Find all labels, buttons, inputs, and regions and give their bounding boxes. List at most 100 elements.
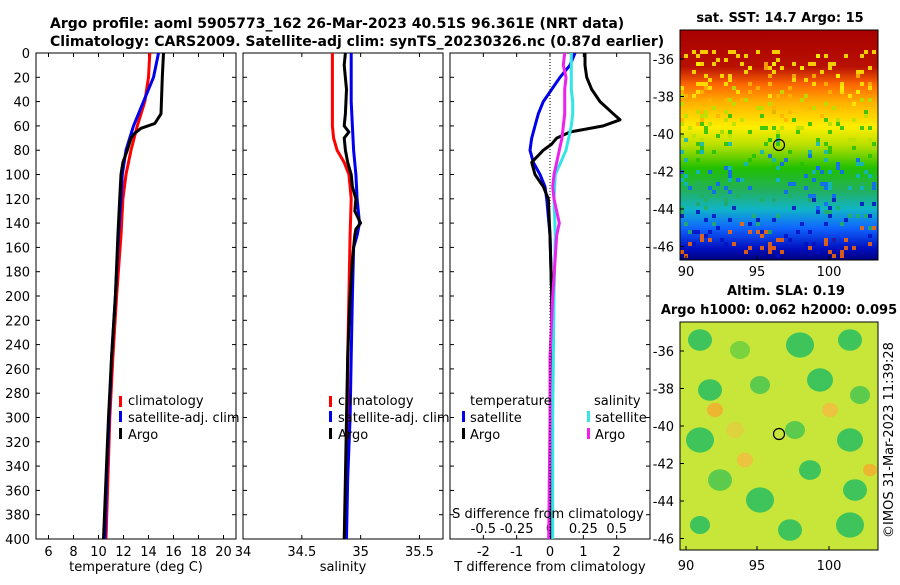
lat-tick-label: -42: [653, 458, 674, 473]
sst-pixel: [780, 250, 784, 254]
sst-pixel: [840, 222, 844, 226]
sst-pixel: [808, 246, 812, 250]
sst-pixel: [864, 214, 868, 218]
series-line-argo: [102, 53, 165, 539]
sst-pixel: [796, 230, 800, 234]
sst-pixel: [792, 118, 796, 122]
sst-pixel: [712, 50, 716, 54]
sst-pixel: [868, 234, 872, 238]
sst-pixel: [704, 218, 708, 222]
sst-pixel: [780, 114, 784, 118]
sst-pixel: [696, 54, 700, 58]
series-line-argo: [342, 53, 363, 539]
sst-pixel: [700, 142, 704, 146]
y-tick-label: 20: [13, 71, 30, 86]
sst-pixel: [788, 238, 792, 242]
sst-pixel: [736, 178, 740, 182]
sst-pixel: [700, 110, 704, 114]
sst-pixel: [856, 162, 860, 166]
sst-pixel: [744, 98, 748, 102]
sst-pixel: [696, 230, 700, 234]
sst-pixel: [728, 218, 732, 222]
sst-pixel: [844, 246, 848, 250]
sst-pixel: [864, 50, 868, 54]
legend-argo-swatch: [329, 428, 332, 439]
sst-pixel: [700, 82, 704, 86]
sst-pixel: [868, 214, 872, 218]
legend-satellite-label: satellite-adj. clim: [338, 411, 450, 426]
sst-pixel: [792, 78, 796, 82]
sst-pixel: [816, 210, 820, 214]
sst-pixel: [848, 94, 852, 98]
sst-pixel: [768, 230, 772, 234]
sst-pixel: [680, 102, 684, 106]
sst-pixel: [700, 238, 704, 242]
sst-pixel: [700, 102, 704, 106]
sst-pixel: [828, 130, 832, 134]
sla-blob: [708, 469, 732, 491]
sla-map-title-1: Altim. SLA: 0.19: [727, 284, 845, 299]
sst-pixel: [868, 154, 872, 158]
sst-pixel: [708, 122, 712, 126]
sst-pixel: [812, 242, 816, 246]
sst-pixel: [724, 198, 728, 202]
sst-texture: [680, 50, 876, 258]
sst-pixel: [760, 234, 764, 238]
x-tick-label: 35.5: [405, 545, 434, 560]
sst-pixel: [680, 90, 684, 94]
sst-pixel: [772, 110, 776, 114]
temperature-lines: [102, 53, 165, 539]
legend-t-satellite-swatch: [462, 411, 465, 422]
sst-pixel: [752, 214, 756, 218]
sst-pixel: [768, 250, 772, 254]
sst-pixel: [868, 242, 872, 246]
sst-pixel: [856, 70, 860, 74]
lat-tick-label: -38: [653, 383, 674, 398]
sst-pixel: [740, 222, 744, 226]
lon-tick-label: 95: [749, 559, 766, 574]
sst-pixel: [824, 54, 828, 58]
legend-argo-label: Argo: [338, 428, 368, 443]
sst-pixel: [808, 198, 812, 202]
x2-tick-label: 0.25: [569, 522, 598, 537]
sla-blob: [707, 402, 723, 418]
sst-pixel: [860, 98, 864, 102]
sst-pixel: [852, 138, 856, 142]
sst-pixel: [716, 134, 720, 138]
sst-pixel: [824, 238, 828, 242]
sst-pixel: [724, 110, 728, 114]
sst-pixel: [776, 130, 780, 134]
lon-tick-label: 100: [817, 559, 842, 574]
sst-pixel: [828, 214, 832, 218]
sst-pixel: [824, 158, 828, 162]
sst-pixel: [768, 102, 772, 106]
sst-pixel: [700, 194, 704, 198]
argo-position-marker-sla: [772, 427, 786, 441]
sdiff-xlabel: S difference from climatology: [452, 507, 644, 522]
sst-pixel: [792, 206, 796, 210]
sst-pixel: [684, 174, 688, 178]
sla-blob: [686, 427, 714, 453]
sst-pixel: [700, 122, 704, 126]
sst-pixel: [788, 110, 792, 114]
sst-pixel: [824, 210, 828, 214]
sst-pixel: [824, 118, 828, 122]
sst-pixel: [836, 162, 840, 166]
sst-pixel: [816, 138, 820, 142]
sla-map-frame: [679, 321, 879, 551]
x-tick-label: 14: [140, 545, 157, 560]
sst-pixel: [844, 218, 848, 222]
sst-pixel: [816, 54, 820, 58]
sst-pixel: [768, 66, 772, 70]
lon-tick-label: 100: [817, 265, 842, 280]
sst-pixel: [696, 170, 700, 174]
sst-pixel: [768, 154, 772, 158]
sst-pixel: [724, 58, 728, 62]
sst-pixel: [832, 194, 836, 198]
sst-pixel: [868, 138, 872, 142]
sst-pixel: [828, 62, 832, 66]
sst-pixel: [688, 186, 692, 190]
x-tick-label: 0: [546, 545, 554, 560]
sst-pixel: [700, 50, 704, 54]
legend-climatology-label: climatology: [338, 394, 414, 409]
